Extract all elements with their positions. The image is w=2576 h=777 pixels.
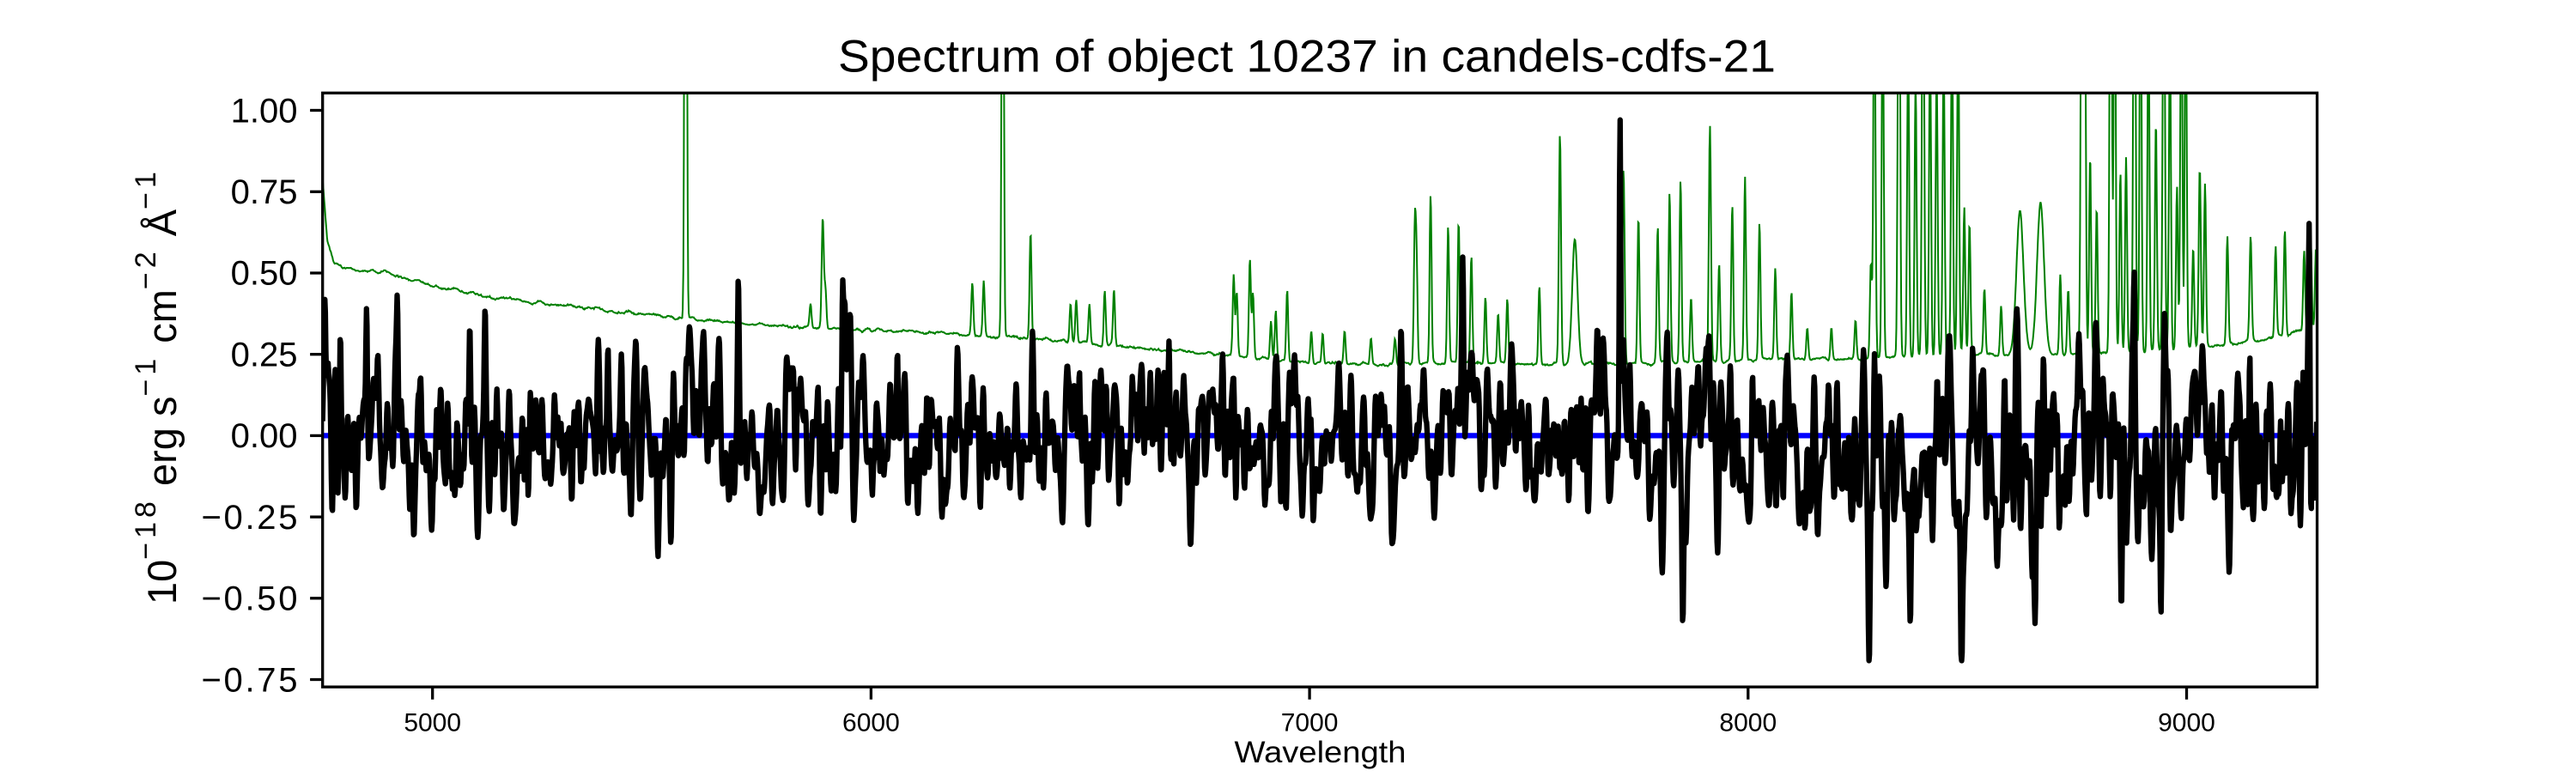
- svg-text:5000: 5000: [404, 709, 461, 738]
- svg-text:9000: 9000: [2158, 709, 2215, 738]
- svg-text:0.00: 0.00: [231, 417, 298, 455]
- svg-text:−0.25: −0.25: [202, 499, 298, 537]
- svg-text:Wavelength: Wavelength: [1235, 735, 1406, 769]
- svg-text:−0.50: −0.50: [202, 580, 298, 618]
- svg-text:1.00: 1.00: [231, 92, 298, 130]
- svg-text:8000: 8000: [1719, 709, 1777, 738]
- svg-text:0.50: 0.50: [231, 255, 298, 293]
- svg-text:7000: 7000: [1281, 709, 1339, 738]
- svg-text:6000: 6000: [842, 709, 900, 738]
- svg-text:−0.75: −0.75: [202, 661, 298, 699]
- svg-text:0.25: 0.25: [231, 336, 298, 373]
- svg-text:0.75: 0.75: [231, 173, 298, 211]
- svg-text:Spectrum of object 10237 in ca: Spectrum of object 10237 in candels-cdfs…: [838, 32, 1776, 82]
